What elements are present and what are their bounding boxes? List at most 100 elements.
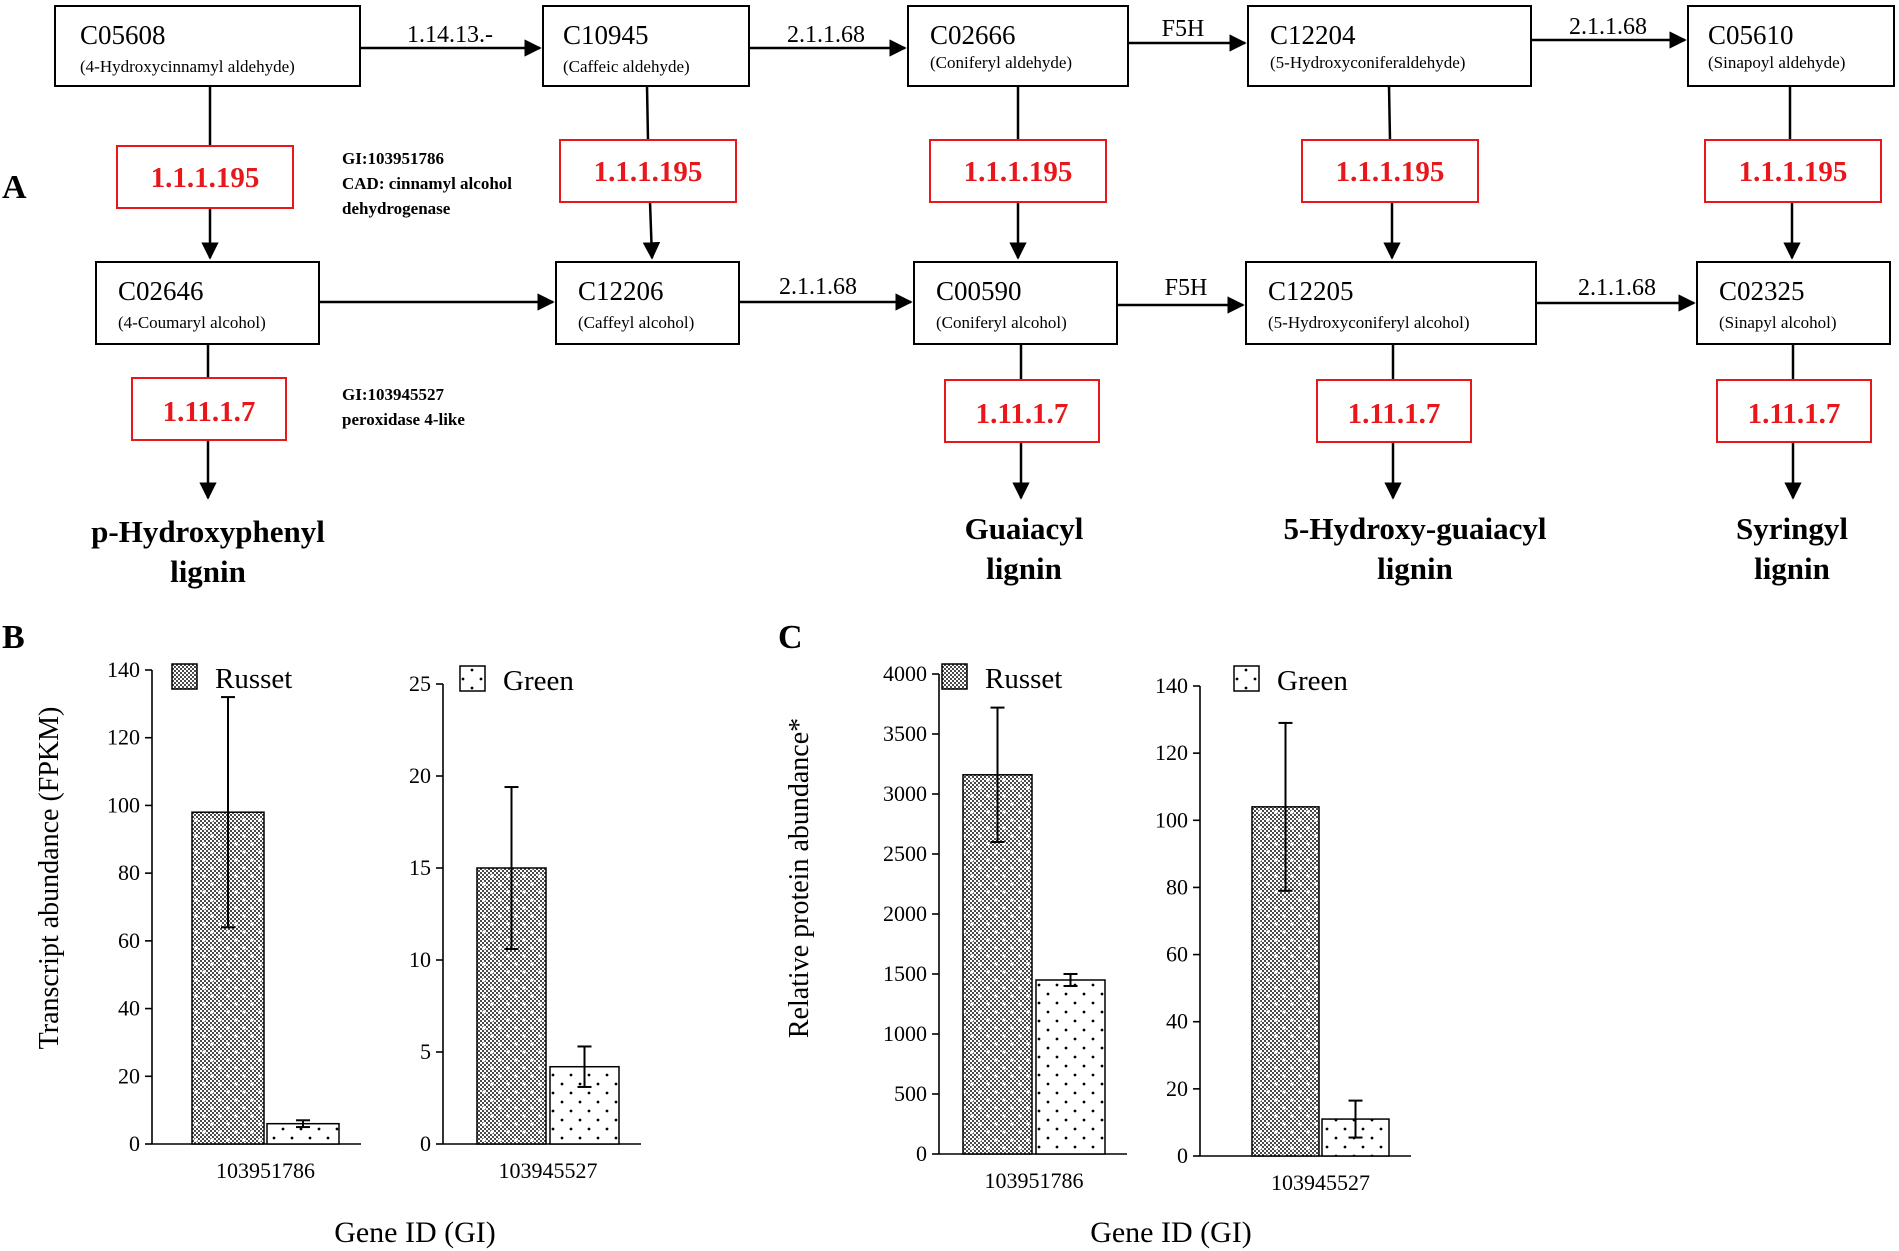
node-bottom-1: C02646 (4-Coumaryl alcohol) [95, 261, 320, 345]
product-line-2: lignin [986, 551, 1062, 586]
node-top-1: C05608 (4-Hydroxycinnamyl aldehyde) [54, 5, 361, 87]
node-id: C02646 [118, 276, 204, 306]
pathway-diagram: C05608 (4-Hydroxycinnamyl aldehyde) C109… [54, 5, 1895, 589]
v-line-2b [642, 201, 661, 260]
legend-label-green: Green [503, 665, 574, 697]
y-tick-label: 1500 [883, 961, 927, 986]
node-name: (5-Hydroxyconiferyl alcohol) [1268, 313, 1470, 332]
y-axis-title-c: Relative protein abundance* [784, 718, 815, 1038]
y-tick-label: 120 [107, 725, 140, 750]
legend-swatch-russet [171, 663, 198, 690]
perox-note: GI:103945527 peroxidase 4-like [342, 385, 465, 429]
bar-charts: 0 20 40 60 80 100 120 140 103951786 Russet 0 5 10 15 2… [107, 657, 1411, 1195]
node-name: (Coniferyl alcohol) [936, 313, 1067, 332]
y-tick-label: 20 [118, 1063, 140, 1088]
y-axis-title-b: Transcript abundance (FPKM) [34, 707, 65, 1050]
category-label: 103951786 [216, 1158, 315, 1183]
node-id: C02325 [1719, 276, 1805, 306]
legend-label-russet: Russet [215, 663, 292, 695]
node-top-4: C12204 (5-Hydroxyconiferaldehyde) [1247, 5, 1532, 87]
edge-top-label-4: 2.1.1.68 [1569, 14, 1647, 40]
node-name: (Sinapoyl aldehyde) [1708, 53, 1845, 72]
legend-label-russet: Russet [985, 663, 1062, 695]
chart-c-3: 0 500 1000 1500 2000 2500 3000 3500 4000 10395178… [883, 661, 1127, 1193]
panel-label-a: A [2, 169, 27, 206]
y-tick-label: 15 [409, 855, 431, 880]
y-tick-label: 80 [118, 860, 140, 885]
perox-note-line-1: GI:103945527 [342, 385, 445, 404]
node-id: C05608 [80, 20, 166, 50]
x-axis-title-c: Gene ID (GI) [1090, 1216, 1252, 1249]
node-id: C12205 [1268, 276, 1354, 306]
y-tick-label: 5 [420, 1039, 431, 1064]
y-tick-label: 0 [420, 1131, 431, 1156]
y-tick-label: 3500 [883, 721, 927, 746]
node-name: (Caffeic aldehyde) [563, 57, 690, 76]
enzyme-label: 1.11.1.7 [1348, 398, 1441, 430]
product-line-1: Guaiacyl [965, 511, 1084, 546]
node-bottom-5: C02325 (Sinapyl alcohol) [1696, 261, 1891, 345]
chart-c-4: 0 20 40 60 80 100 120 140 103945527 Green [1155, 665, 1411, 1195]
enzyme-label: 1.1.1.195 [1336, 156, 1445, 188]
x-axis-title-b: Gene ID (GI) [334, 1216, 496, 1249]
product-5-hydroxy-guaiacyl: 5-Hydroxy-guaiacyl lignin [1284, 511, 1547, 586]
enzyme-label: 1.11.1.7 [163, 396, 256, 428]
enzyme-box-perox-2: 1.11.1.7 [944, 379, 1100, 443]
node-name: (4-Hydroxycinnamyl aldehyde) [80, 57, 295, 76]
node-name: (5-Hydroxyconiferaldehyde) [1270, 53, 1465, 72]
node-id: C10945 [563, 20, 649, 50]
enzyme-label: 1.1.1.195 [151, 162, 260, 194]
legend-swatch-green [459, 665, 486, 692]
v-line-4a [1387, 85, 1392, 141]
enzyme-label: 1.1.1.195 [1739, 156, 1848, 188]
node-id: C02666 [930, 20, 1016, 50]
y-tick-label: 60 [118, 928, 140, 953]
enzyme-label: 1.11.1.7 [976, 398, 1069, 430]
panel-label-c: C [778, 619, 803, 656]
product-line-2: lignin [1754, 551, 1830, 586]
product-line-2: lignin [1377, 551, 1453, 586]
category-label: 103945527 [1271, 1170, 1370, 1195]
y-tick-label: 40 [1166, 1009, 1188, 1034]
node-top-5: C05610 (Sinapoyl aldehyde) [1687, 5, 1895, 87]
y-tick-label: 1000 [883, 1021, 927, 1046]
product-guaiacyl: Guaiacyl lignin [965, 511, 1084, 586]
edge-bottom-label-2: F5H [1165, 275, 1208, 301]
product-line-1: Syringyl [1736, 511, 1848, 546]
v-line-2a [645, 85, 650, 141]
y-tick-label: 2000 [883, 901, 927, 926]
category-label: 103951786 [985, 1168, 1084, 1193]
y-tick-label: 0 [1177, 1143, 1188, 1168]
enzyme-box-perox-1: 1.11.1.7 [131, 377, 287, 441]
node-bottom-2: C12206 (Caffeyl alcohol) [555, 261, 740, 345]
legend-swatch-russet [941, 663, 968, 690]
y-tick-label: 10 [409, 947, 431, 972]
legend-swatch-green [1233, 665, 1260, 692]
node-id: C12204 [1270, 20, 1356, 50]
edge-top-label-2: 2.1.1.68 [787, 22, 865, 48]
enzyme-box-cad-1: 1.1.1.195 [116, 145, 294, 209]
y-tick-label: 0 [129, 1131, 140, 1156]
y-tick-label: 4000 [883, 661, 927, 686]
node-name: (Caffeyl alcohol) [578, 313, 694, 332]
edge-top-label-1: 1.14.13.- [407, 22, 493, 48]
edge-bottom-label-1: 2.1.1.68 [779, 274, 857, 300]
node-name: (4-Coumaryl alcohol) [118, 313, 266, 332]
node-name: (Sinapyl alcohol) [1719, 313, 1837, 332]
node-top-2: C10945 (Caffeic aldehyde) [542, 5, 750, 87]
y-tick-label: 20 [409, 763, 431, 788]
y-tick-label: 2500 [883, 841, 927, 866]
y-tick-label: 0 [916, 1141, 927, 1166]
panel-label-b: B [2, 619, 25, 656]
product-p-hydroxyphenyl: p-Hydroxyphenyl lignin [91, 514, 325, 589]
edge-bottom-label-3: 2.1.1.68 [1578, 275, 1656, 301]
cad-note-line-3: dehydrogenase [342, 199, 451, 218]
node-id: C12206 [578, 276, 664, 306]
y-tick-label: 80 [1166, 874, 1188, 899]
y-tick-label: 40 [118, 996, 140, 1021]
enzyme-box-perox-3: 1.11.1.7 [1316, 379, 1472, 443]
node-name: (Coniferyl aldehyde) [930, 53, 1072, 72]
y-tick-label: 100 [107, 792, 140, 817]
enzyme-box-cad-4: 1.1.1.195 [1301, 139, 1479, 203]
